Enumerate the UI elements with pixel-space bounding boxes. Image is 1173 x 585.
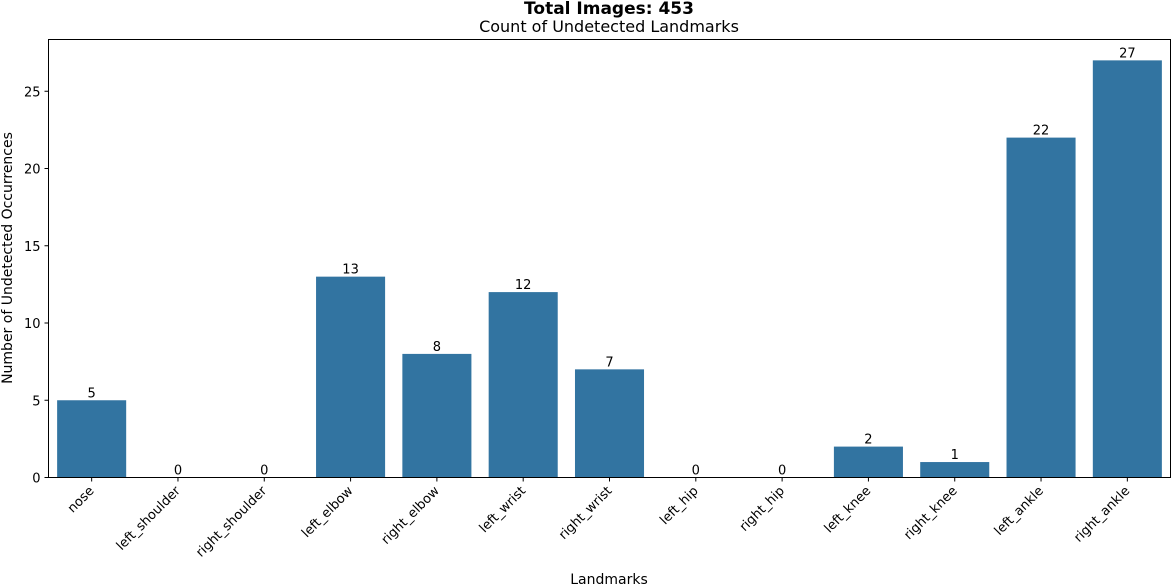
bar-right_knee <box>920 462 990 478</box>
x-tick-label: left_shoulder <box>114 483 184 553</box>
bar-value-label: 0 <box>778 464 786 479</box>
bar-value-label: 27 <box>1119 46 1136 61</box>
x-axis-label: Landmarks <box>570 572 648 585</box>
x-tick-label: left_knee <box>822 484 875 537</box>
y-axis-label: Number of Undetected Occurrences <box>0 132 16 384</box>
y-tick-label: 0 <box>32 472 40 487</box>
bar-value-label: 0 <box>174 464 182 479</box>
bar-right_ankle <box>1092 60 1162 478</box>
plot-frame <box>48 39 1171 478</box>
x-tick-label: left_elbow <box>299 483 357 541</box>
x-tick-label: right_shoulder <box>193 483 270 560</box>
x-tick-label: nose <box>65 484 98 517</box>
y-ticks-group: 0 5 10 15 20 25 <box>24 85 49 487</box>
bar-value-label: 12 <box>515 278 532 293</box>
bar-value-label: 22 <box>1033 124 1050 139</box>
chart-title: Count of Undetected Landmarks <box>479 17 739 36</box>
x-tick-label: right_ankle <box>1071 484 1133 546</box>
bar-value-label: 1 <box>951 448 959 463</box>
x-tick-label: left_hip <box>657 484 701 528</box>
x-tick-label: right_hip <box>737 484 788 535</box>
x-tick-label: left_wrist <box>477 484 529 536</box>
bar-value-label: 8 <box>433 340 441 355</box>
bar-value-label: 13 <box>342 263 359 278</box>
y-tick-label: 10 <box>24 317 41 332</box>
bar-right_wrist <box>574 369 645 478</box>
y-tick-label: 15 <box>24 240 41 255</box>
x-tick-label: right_knee <box>901 484 960 543</box>
y-tick-label: 5 <box>32 394 40 409</box>
y-tick-label: 20 <box>24 163 41 178</box>
bar-right_elbow <box>402 353 472 478</box>
y-tick-label: 25 <box>24 85 41 100</box>
chart-suptitle: Total Images: 453 <box>524 0 694 19</box>
x-ticks-group: nose left_shoulder right_shoulder left_elbo… <box>65 477 1133 560</box>
bar-value-label: 5 <box>88 386 96 401</box>
bar-value-label: 7 <box>605 355 613 370</box>
bar-value-label: 0 <box>260 464 268 479</box>
bar-left_wrist <box>488 292 558 478</box>
x-tick-label: left_ankle <box>992 484 1047 539</box>
bar-value-label: 2 <box>864 433 872 448</box>
bar-value-label: 0 <box>692 464 700 479</box>
x-tick-label: right_wrist <box>556 484 615 543</box>
x-tick-label: right_elbow <box>379 483 443 547</box>
bar-left_knee <box>833 446 903 478</box>
bars-group <box>57 60 1162 478</box>
bar-nose <box>57 400 127 478</box>
bar-left_elbow <box>316 276 386 478</box>
bar-left_ankle <box>1006 137 1076 478</box>
